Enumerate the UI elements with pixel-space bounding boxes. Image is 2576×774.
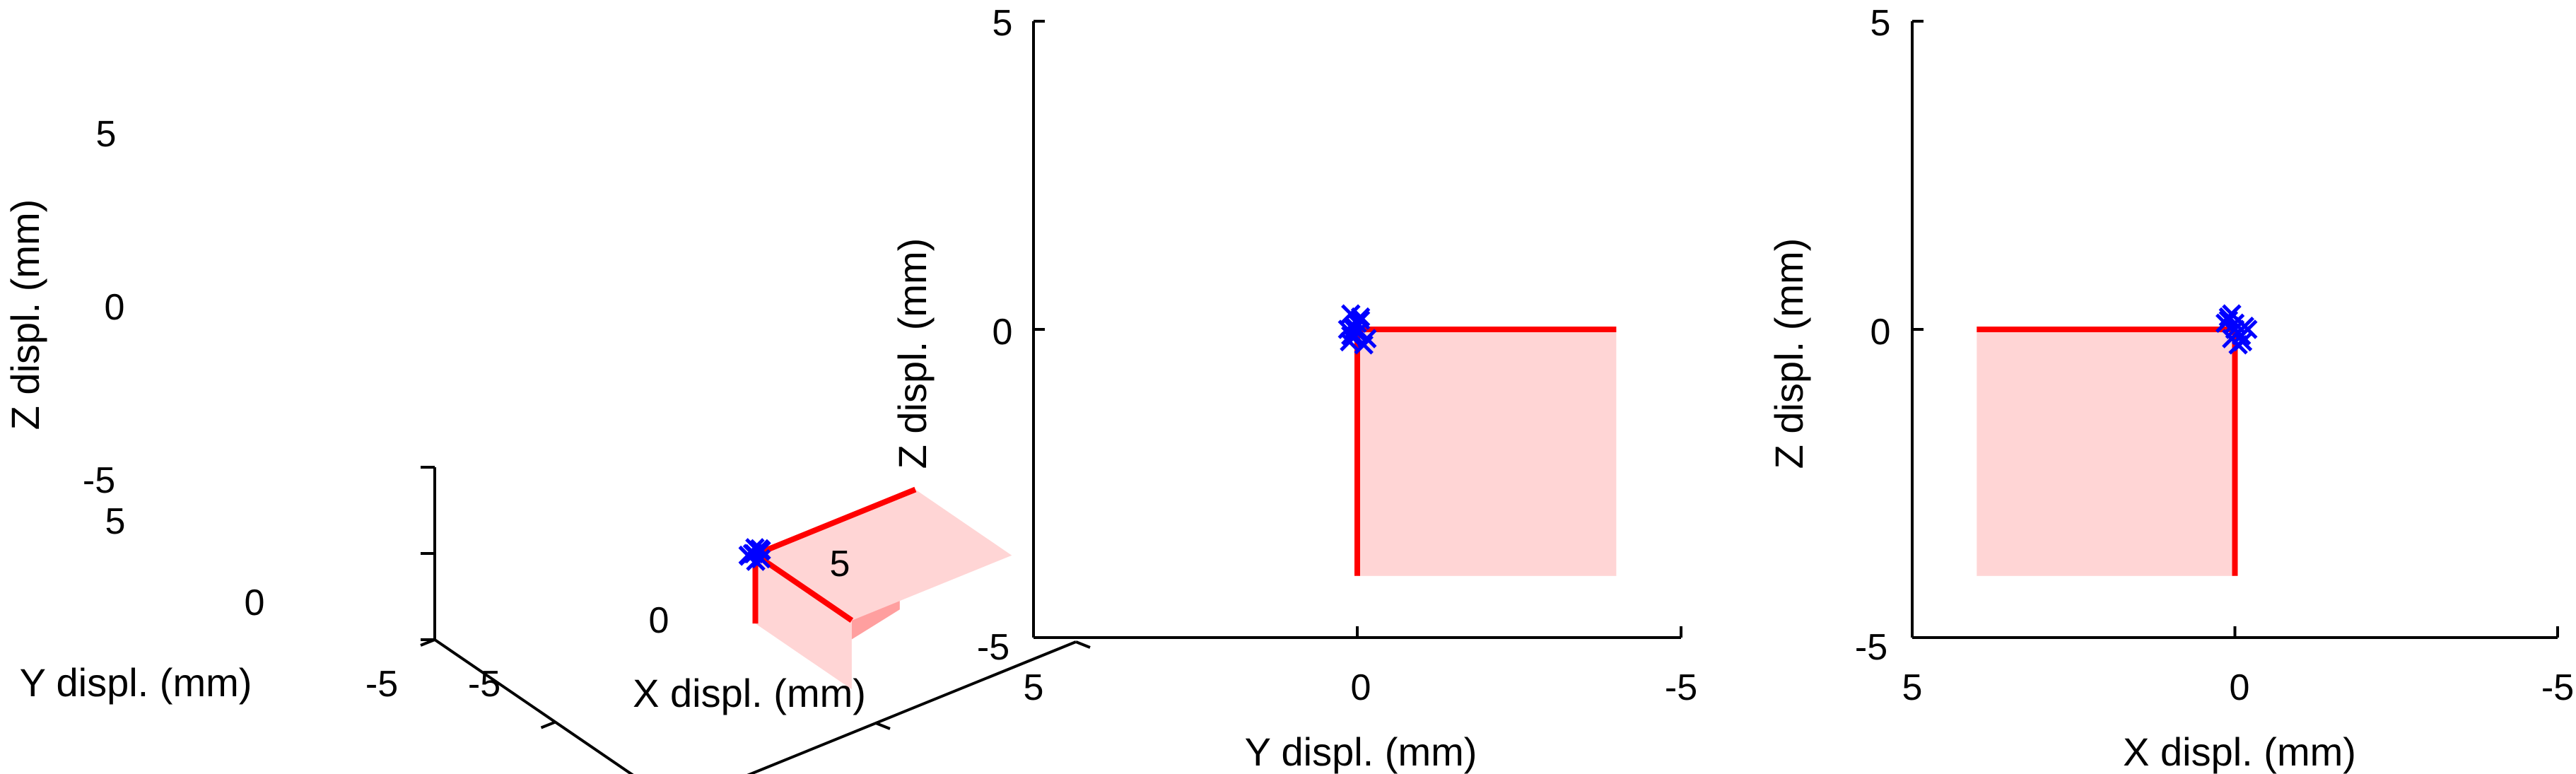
x-tick-label: 0 — [649, 600, 669, 641]
marker-point — [751, 549, 771, 569]
z-tick-label: 0 — [993, 312, 1013, 353]
panel-3d: 5 0 -5 5 0 -5 -5 0 5 Z displ. (mm) Y dis… — [3, 114, 1091, 774]
y-tick-mark — [420, 638, 435, 647]
x-axis-label: X displ. (mm) — [633, 671, 866, 715]
z-tick-label: 5 — [993, 3, 1013, 44]
guide-plane-yz — [1357, 329, 1617, 576]
labels-3d: 5 0 -5 5 0 -5 -5 0 5 Z displ. (mm) Y dis… — [3, 114, 866, 715]
z-axis-label: Z displ. (mm) — [3, 199, 47, 430]
z-tick-label: 5 — [96, 114, 117, 155]
axes-yz — [1032, 20, 1682, 639]
marker-point — [1357, 329, 1377, 348]
labels-xz: 5 0 -5 5 0 -5 Z displ. (mm) X displ. (mm… — [1767, 3, 2574, 774]
axes-3d — [420, 466, 1091, 774]
y-tick-label: -5 — [365, 664, 398, 705]
marker-point — [1340, 332, 1359, 352]
markers-yz — [1337, 304, 1377, 355]
guide-plane-horizontal — [755, 489, 1012, 621]
x-tick-label: 5 — [1902, 667, 1923, 708]
x-axis-label: X displ. (mm) — [2123, 729, 2356, 774]
y-tick-label: -5 — [1665, 667, 1697, 708]
marker-point — [2225, 313, 2245, 334]
y-tick-label: 0 — [245, 582, 265, 623]
guide-lines-xz — [1977, 327, 2238, 576]
labels-yz: 5 0 -5 5 0 -5 Z displ. (mm) Y displ. (mm… — [890, 3, 1697, 774]
x-tick-label: 0 — [2230, 667, 2250, 708]
y-tick-label: 5 — [105, 501, 126, 542]
z-axis-label: Z displ. (mm) — [890, 238, 935, 469]
panel-xz: 5 0 -5 5 0 -5 Z displ. (mm) X displ. (mm… — [1767, 3, 2574, 774]
x-tick-mark — [1075, 640, 1091, 649]
markers-3d — [738, 538, 771, 571]
panel-yz: 5 0 -5 5 0 -5 Z displ. (mm) Y displ. (mm… — [890, 3, 1697, 774]
marker-point — [1350, 307, 1371, 327]
x-tick-label: -5 — [2541, 667, 2574, 708]
x-tick-label: -5 — [468, 664, 500, 705]
y-tick-mark — [540, 720, 556, 729]
guide-line — [754, 486, 917, 558]
guide-plane-xz — [1977, 329, 2235, 576]
guide-plane-vertical — [755, 554, 852, 690]
marker-point — [742, 544, 763, 563]
guide-plane-edge — [851, 601, 900, 640]
y-axis-label: Y displ. (mm) — [20, 660, 252, 705]
y-tick-label: 0 — [1351, 667, 1371, 708]
z-tick-label: 0 — [1870, 312, 1891, 353]
y-axis-label: Y displ. (mm) — [1245, 729, 1477, 774]
axes-xz — [1911, 20, 2559, 639]
z-tick-label: -5 — [977, 627, 1009, 668]
guide-lines-yz — [1354, 327, 1617, 576]
marker-point — [2237, 319, 2258, 339]
z-tick-label: -5 — [83, 460, 115, 501]
z-axis-label: Z displ. (mm) — [1767, 238, 1811, 469]
x-tick-label: 5 — [830, 544, 850, 585]
y-tick-label: 5 — [1024, 667, 1044, 708]
z-tick-label: -5 — [1855, 627, 1887, 668]
guide-3d — [752, 486, 1012, 690]
z-tick-label: 0 — [105, 287, 125, 328]
marker-point — [2232, 332, 2253, 352]
x-tick-mark — [875, 722, 891, 730]
z-tick-label: 5 — [1870, 3, 1891, 44]
guide-line — [754, 552, 854, 623]
marker-point — [2222, 329, 2242, 348]
markers-xz — [2215, 304, 2258, 355]
